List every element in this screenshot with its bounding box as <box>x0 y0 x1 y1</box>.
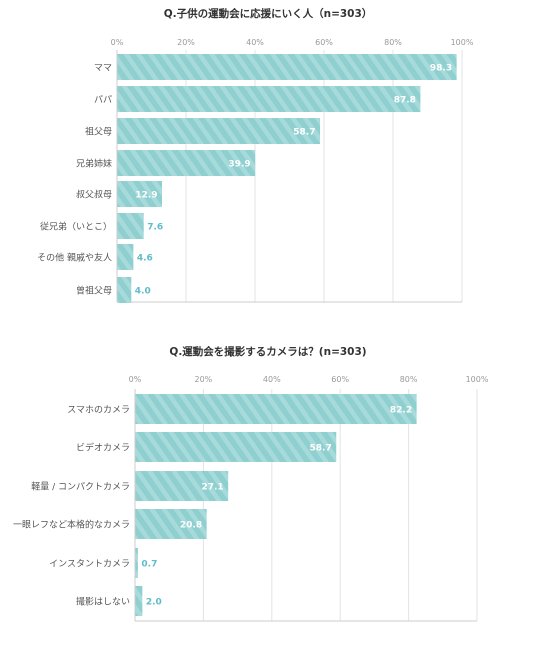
bar <box>117 118 321 144</box>
value-label: 98.3 <box>430 64 452 74</box>
category-label: ビデオカメラ <box>76 442 130 454</box>
value-label: 58.7 <box>310 444 332 454</box>
chart-title: Q.子供の運動会に応援にいく人（n=303） <box>164 7 373 20</box>
chart-2: Q.運動会を撮影するカメラは？(n=303) 0% 20% 40% 60% 80% 100%… <box>13 345 489 622</box>
category-label: 兄弟姉妹 <box>76 158 112 170</box>
bar <box>117 54 457 80</box>
value-label: 12.9 <box>135 191 157 201</box>
chart-1: Q.子供の運動会に応援にいく人（n=303） 0% 20% 40% 60% 80% 100%… <box>37 7 474 303</box>
value-label: 7.6 <box>147 223 163 233</box>
value-label: 2.0 <box>146 598 162 608</box>
value-label: 4.0 <box>135 287 151 297</box>
x-tick-label: 20% <box>195 375 213 384</box>
bar <box>117 181 163 207</box>
category-label: 撮影はしない <box>76 596 130 608</box>
bar <box>135 432 337 462</box>
category-label: ママ <box>94 64 112 74</box>
x-tick-label: 0% <box>129 375 142 384</box>
category-label: 一眼レフなど本格的なカメラ <box>13 519 130 531</box>
bar <box>117 86 421 112</box>
category-label: 曾祖父母 <box>76 285 112 297</box>
value-label: 82.2 <box>390 406 412 416</box>
x-tick-label: 80% <box>384 38 402 47</box>
x-tick-label: 100% <box>466 375 489 384</box>
x-tick-label: 40% <box>263 375 281 384</box>
value-label: 20.8 <box>180 521 202 531</box>
value-label: 4.6 <box>137 254 153 264</box>
x-tick-label: 40% <box>246 38 264 47</box>
category-label: 従兄弟（いとこ） <box>40 221 112 233</box>
value-label: 58.7 <box>293 128 315 138</box>
category-label: その他 親戚や友人 <box>37 252 112 264</box>
x-tick-label: 20% <box>177 38 195 47</box>
bar <box>117 213 144 239</box>
category-label: 叔父叔母 <box>76 189 112 201</box>
bar <box>117 244 134 270</box>
value-label: 27.1 <box>201 483 223 493</box>
value-label: 87.8 <box>394 96 416 106</box>
bar <box>117 150 256 176</box>
category-label: 祖父母 <box>85 126 112 138</box>
bar <box>117 277 132 303</box>
bar <box>135 394 417 424</box>
x-tick-label: 60% <box>315 38 333 47</box>
category-label: スマホのカメラ <box>67 405 130 416</box>
chart-title: Q.運動会を撮影するカメラは？(n=303) <box>169 345 366 358</box>
category-label: インスタントカメラ <box>49 559 130 570</box>
bar <box>135 548 138 578</box>
x-tick-label: 0% <box>111 38 124 47</box>
value-label: 0.7 <box>141 560 157 570</box>
value-label: 39.9 <box>228 160 250 170</box>
x-tick-label: 60% <box>331 375 349 384</box>
category-label: 軽量 / コンパクトカメラ <box>31 482 130 493</box>
x-tick-label: 100% <box>451 38 474 47</box>
bar <box>135 509 207 539</box>
category-label: パパ <box>94 95 112 106</box>
bar <box>135 471 229 501</box>
bar <box>135 586 143 616</box>
x-tick-label: 80% <box>400 375 418 384</box>
